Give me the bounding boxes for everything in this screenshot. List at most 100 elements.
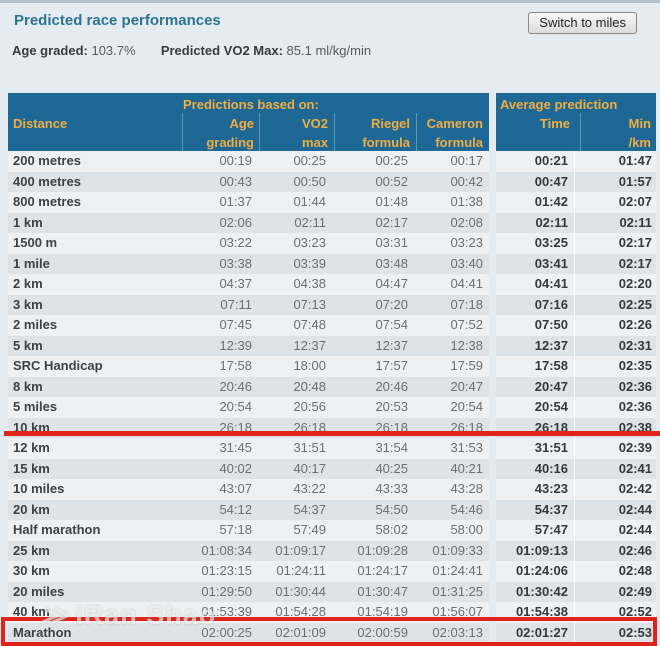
cell-distance: 1 km bbox=[13, 214, 43, 230]
cell-avg-time: 20:47 bbox=[534, 378, 568, 394]
cell-riegel: 40:25 bbox=[375, 460, 408, 476]
cell-riegel: 01:30:47 bbox=[357, 583, 408, 599]
cell-cameron: 04:41 bbox=[450, 276, 483, 291]
cell-riegel: 31:54 bbox=[375, 440, 408, 455]
cell-vo2-max: 00:50 bbox=[293, 173, 326, 189]
cell-avg-time: 02:01:27 bbox=[515, 624, 568, 640]
table-row: 20 km 54:12 54:37 54:50 54:46 54:37 02:44 bbox=[8, 499, 656, 520]
table-row: SRC Handicap 17:58 18:00 17:57 17:59 17:58 02:… bbox=[8, 356, 656, 377]
column-header-time: Time bbox=[539, 116, 570, 131]
cell-riegel: 04:47 bbox=[375, 276, 408, 291]
table-body: 200 metres 00:19 00:25 00:25 00:17 00:21 01:47… bbox=[8, 151, 656, 643]
cell-riegel: 01:09:28 bbox=[357, 542, 408, 558]
cell-vo2-max: 03:39 bbox=[293, 255, 326, 271]
cell-min-km: 02:48 bbox=[574, 561, 656, 582]
table-row: 2 km 04:37 04:38 04:47 04:41 04:41 02:20 bbox=[8, 274, 656, 295]
cell-vo2-max: 20:48 bbox=[293, 378, 326, 394]
cell-cameron: 12:38 bbox=[450, 337, 483, 353]
cell-cameron: 02:03:13 bbox=[432, 624, 483, 640]
column-header-vo2-max: VO2 bbox=[301, 116, 328, 131]
column-header-cameron: Cameron bbox=[426, 116, 483, 131]
cell-vo2-max: 01:54:28 bbox=[275, 604, 326, 619]
cell-age-grading: 20:46 bbox=[219, 378, 252, 394]
table-row: 800 metres 01:37 01:44 01:48 01:38 01:42 02:07 bbox=[8, 192, 656, 213]
cell-vo2-max: 07:48 bbox=[293, 317, 326, 332]
cell-distance: 12 km bbox=[13, 440, 50, 455]
cell-min-km: 02:39 bbox=[574, 438, 656, 459]
cell-avg-time: 07:50 bbox=[534, 317, 568, 332]
cell-distance: 800 metres bbox=[13, 194, 81, 209]
cell-avg-time: 03:41 bbox=[534, 255, 568, 271]
table-row: 5 km 12:39 12:37 12:37 12:38 12:37 02:31 bbox=[8, 335, 656, 356]
cell-age-grading: 57:18 bbox=[219, 522, 252, 537]
column-divider bbox=[334, 113, 335, 151]
cell-riegel: 00:25 bbox=[375, 153, 408, 168]
cell-avg-time: 00:47 bbox=[534, 173, 568, 189]
cell-riegel: 58:02 bbox=[375, 522, 408, 537]
cell-vo2-max: 07:13 bbox=[293, 296, 326, 312]
cell-age-grading: 01:53:39 bbox=[201, 604, 252, 619]
age-graded-value: 103.7% bbox=[91, 43, 136, 58]
cell-age-grading: 12:39 bbox=[219, 337, 252, 353]
cell-distance: 8 km bbox=[13, 378, 43, 394]
cell-vo2-max: 03:23 bbox=[293, 235, 326, 250]
cell-min-km: 02:20 bbox=[574, 274, 656, 295]
cell-avg-time: 40:16 bbox=[534, 460, 568, 476]
vo2-max-value: 85.1 ml/kg/min bbox=[286, 43, 372, 58]
cell-distance: SRC Handicap bbox=[13, 358, 103, 373]
column-divider bbox=[259, 113, 260, 151]
cell-age-grading: 31:45 bbox=[219, 440, 252, 455]
cell-age-grading: 07:11 bbox=[220, 296, 252, 312]
cell-min-km: 02:38 bbox=[574, 417, 656, 438]
cell-min-km: 02:49 bbox=[574, 581, 656, 602]
cell-distance: 20 miles bbox=[13, 583, 65, 599]
average-table-header: Average prediction Time Min /km bbox=[496, 93, 656, 151]
column-header-riegel: Riegel bbox=[370, 116, 410, 131]
cell-riegel: 02:00:59 bbox=[357, 624, 408, 640]
cell-min-km: 02:52 bbox=[574, 602, 656, 623]
table-row: 25 km 01:08:34 01:09:17 01:09:28 01:09:33 01:… bbox=[8, 540, 656, 561]
table-row: 2 miles 07:45 07:48 07:54 07:52 07:50 02:26 bbox=[8, 315, 656, 336]
red-underline-annotation bbox=[4, 431, 660, 436]
summary-line: Age graded: 103.7% Predicted VO2 Max: 85… bbox=[12, 43, 371, 58]
cell-avg-time: 00:21 bbox=[534, 153, 568, 168]
table-row: 1 mile 03:38 03:39 03:48 03:40 03:41 02:17 bbox=[8, 253, 656, 274]
table-row: 200 metres 00:19 00:25 00:25 00:17 00:21 01:47 bbox=[8, 151, 656, 172]
cell-age-grading: 40:02 bbox=[219, 460, 252, 476]
cell-min-km: 02:11 bbox=[574, 212, 656, 233]
table-row: 12 km 31:45 31:51 31:54 31:53 31:51 02:39 bbox=[8, 438, 656, 459]
cell-avg-time: 04:41 bbox=[534, 276, 568, 291]
cell-age-grading: 54:12 bbox=[219, 501, 252, 517]
cell-distance: 3 km bbox=[13, 296, 43, 312]
cell-cameron: 07:52 bbox=[450, 317, 483, 332]
table-row: 10 miles 43:07 43:22 43:33 43:28 43:23 02:42 bbox=[8, 479, 656, 500]
cell-vo2-max: 20:56 bbox=[293, 399, 326, 414]
cell-distance: 15 km bbox=[13, 460, 50, 476]
table-row: 20 miles 01:29:50 01:30:44 01:30:47 01:31:25… bbox=[8, 581, 656, 602]
cell-vo2-max: 40:17 bbox=[293, 460, 326, 476]
cell-vo2-max: 02:01:09 bbox=[275, 624, 326, 640]
cell-avg-time: 03:25 bbox=[534, 235, 568, 250]
switch-to-miles-button[interactable]: Switch to miles bbox=[528, 12, 637, 34]
cell-min-km: 02:44 bbox=[574, 499, 656, 520]
cell-riegel: 20:53 bbox=[375, 399, 408, 414]
cell-riegel: 20:46 bbox=[375, 378, 408, 394]
cell-cameron: 01:31:25 bbox=[432, 583, 483, 599]
cell-riegel: 12:37 bbox=[375, 337, 408, 353]
cell-age-grading: 17:58 bbox=[219, 358, 252, 373]
watermark: ≫iRan Shao bbox=[39, 600, 216, 631]
cell-distance: 5 miles bbox=[13, 399, 58, 414]
predictions-group-header: Predictions based on: bbox=[183, 97, 319, 112]
cell-vo2-max: 01:30:44 bbox=[275, 583, 326, 599]
cell-vo2-max: 01:09:17 bbox=[275, 542, 326, 558]
cell-cameron: 20:54 bbox=[450, 399, 483, 414]
table-row: 30 km 01:23:15 01:24:11 01:24:17 01:24:41 01:… bbox=[8, 561, 656, 582]
cell-riegel: 43:33 bbox=[375, 481, 408, 496]
cell-riegel: 01:24:17 bbox=[357, 563, 408, 578]
cell-avg-time: 01:24:06 bbox=[515, 563, 568, 578]
cell-vo2-max: 01:24:11 bbox=[276, 563, 326, 578]
column-header-distance: Distance bbox=[13, 116, 68, 131]
cell-vo2-max: 01:44 bbox=[293, 194, 326, 209]
cell-cameron: 20:47 bbox=[450, 378, 483, 394]
cell-age-grading: 01:29:50 bbox=[201, 583, 252, 599]
